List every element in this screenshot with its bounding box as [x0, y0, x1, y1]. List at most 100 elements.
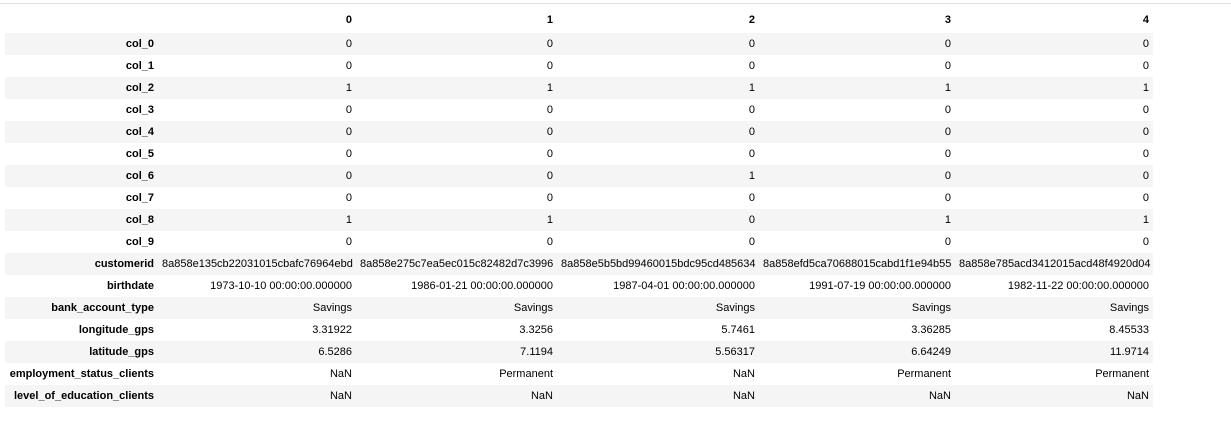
cell: 0 [748, 126, 755, 138]
table-body: col_0 0 0 0 0 0 col_1 0 0 0 0 0 col_2 1 1 1 1 1 col_3 0 0 0 0 0… [5, 33, 1153, 407]
cell: NaN [329, 368, 352, 380]
cell: Savings [312, 302, 352, 314]
header-row: 0 1 2 3 4 [5, 4, 1153, 33]
cell: NaN [1126, 390, 1149, 402]
cell: 0 [748, 192, 755, 204]
cell: 1973-10-10 00:00:00.000000 [210, 280, 352, 292]
cell: 0 [345, 192, 352, 204]
row-label: col_5 [125, 148, 154, 160]
cell: 1986-01-21 00:00:00.000000 [411, 280, 553, 292]
table-row: col_7 0 0 0 0 0 [5, 187, 1153, 209]
cell: NaN [732, 368, 755, 380]
output-frame [0, 3, 1231, 4]
cell: Permanent [499, 368, 553, 380]
cell: 0 [546, 148, 553, 160]
table-row: col_4 0 0 0 0 0 [5, 121, 1153, 143]
row-label: col_6 [125, 170, 154, 182]
cell: 6.5286 [318, 346, 352, 358]
cell: 1991-07-19 00:00:00.000000 [809, 280, 951, 292]
table-row: customerid 8a858e135cb22031015cbafc76964e… [5, 253, 1153, 275]
cell: 0 [345, 170, 352, 182]
cell: 0 [748, 60, 755, 72]
cell: Savings [911, 302, 951, 314]
cell: Savings [513, 302, 553, 314]
table-row: birthdate 1973-10-10 00:00:00.000000 1986-… [5, 275, 1153, 297]
cell: 0 [748, 214, 755, 226]
row-label: employment_status_clients [9, 368, 154, 380]
cell: 1 [1142, 82, 1149, 94]
cell: 0 [944, 126, 951, 138]
cell: 0 [748, 38, 755, 50]
row-label: bank_account_type [51, 302, 154, 314]
cell: NaN [928, 390, 951, 402]
cell: 1987-04-01 00:00:00.000000 [613, 280, 755, 292]
cell: 0 [546, 60, 553, 72]
cell: 0 [748, 236, 755, 248]
cell: 0 [546, 104, 553, 116]
cell: 0 [345, 126, 352, 138]
table-row: col_2 1 1 1 1 1 [5, 77, 1153, 99]
row-label: col_4 [125, 126, 154, 138]
cell: Permanent [1095, 368, 1149, 380]
row-label: col_9 [125, 236, 154, 248]
cell: 0 [1142, 126, 1149, 138]
cell: 0 [944, 104, 951, 116]
cell: 0 [1142, 192, 1149, 204]
row-label: longitude_gps [78, 324, 154, 336]
cell: 0 [944, 60, 951, 72]
cell: 0 [944, 192, 951, 204]
cell: 0 [1142, 170, 1149, 182]
cell: Permanent [897, 368, 951, 380]
row-label: col_8 [125, 214, 154, 226]
cell: 0 [944, 236, 951, 248]
cell: 0 [944, 170, 951, 182]
cell: 0 [748, 148, 755, 160]
cell: 3.31922 [312, 324, 352, 336]
row-label: col_3 [125, 104, 154, 116]
row-label: col_2 [125, 82, 154, 94]
cell: 8a858e5b5bd99460015bdc95cd485634 [561, 258, 756, 270]
cell: 1982-11-22 00:00:00.000000 [1007, 280, 1149, 292]
cell: 0 [345, 38, 352, 50]
cell: 3.36285 [911, 324, 951, 336]
column-header: 2 [748, 13, 755, 26]
table-row: col_5 0 0 0 0 0 [5, 143, 1153, 165]
row-label: level_of_education_clients [14, 390, 154, 402]
cell: 3.3256 [519, 324, 553, 336]
cell: Savings [1109, 302, 1149, 314]
table-row: col_3 0 0 0 0 0 [5, 99, 1153, 121]
cell: 1 [546, 214, 553, 226]
cell: 0 [546, 126, 553, 138]
table-row: latitude_gps 6.5286 7.1194 5.56317 6.64249 11… [5, 341, 1153, 363]
cell: 6.64249 [911, 346, 951, 358]
cell: 5.7461 [721, 324, 755, 336]
cell: 1 [1142, 214, 1149, 226]
cell: 8a858efd5ca70688015cabd1f1e94b55 [763, 258, 952, 270]
cell: 1 [748, 170, 755, 182]
cell: NaN [329, 390, 352, 402]
table-row: longitude_gps 3.31922 3.3256 5.7461 3.36285 8… [5, 319, 1153, 341]
table-header: 0 1 2 3 4 [5, 4, 1153, 33]
row-label: col_1 [125, 60, 154, 72]
cell: 0 [944, 38, 951, 50]
cell: 0 [546, 192, 553, 204]
table-row: col_0 0 0 0 0 0 [5, 33, 1153, 55]
cell: 1 [944, 82, 951, 94]
cell: 0 [1142, 60, 1149, 72]
cell: 0 [546, 38, 553, 50]
cell: 0 [345, 236, 352, 248]
cell: 0 [944, 148, 951, 160]
cell: 1 [944, 214, 951, 226]
row-label: latitude_gps [89, 346, 154, 358]
table-row: bank_account_type Savings Savings Savings Sa… [5, 297, 1153, 319]
cell: 0 [546, 170, 553, 182]
cell: 0 [1142, 38, 1149, 50]
cell: 0 [345, 148, 352, 160]
cell: 11.9714 [1110, 346, 1149, 358]
table-row: col_6 0 0 1 0 0 [5, 165, 1153, 187]
cell: 0 [748, 104, 755, 116]
cell: 8a858e135cb22031015cbafc76964ebd [162, 258, 353, 270]
cell: 0 [1142, 148, 1149, 160]
